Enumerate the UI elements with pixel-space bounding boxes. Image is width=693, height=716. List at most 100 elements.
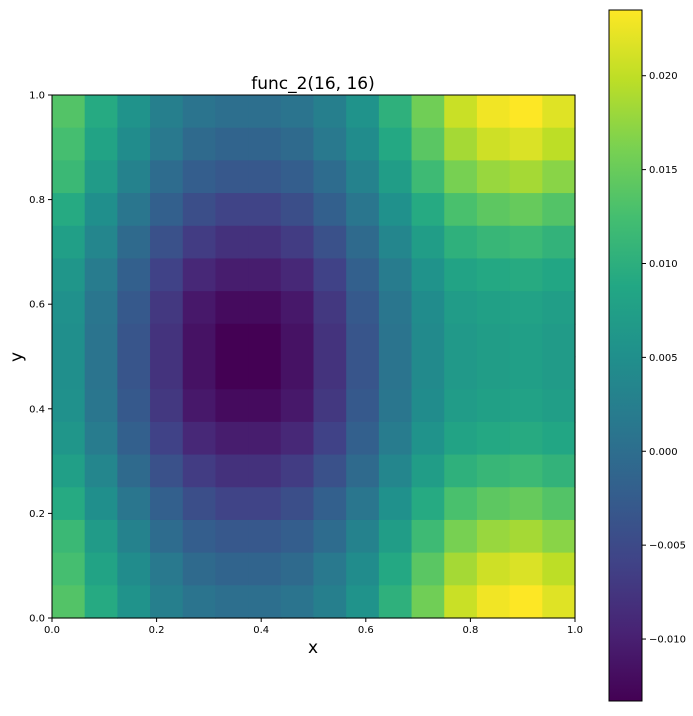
heatmap-cell xyxy=(509,160,543,194)
heatmap-cell xyxy=(444,160,478,194)
heatmap-cell xyxy=(52,225,86,260)
heatmap-cell xyxy=(150,487,184,521)
heatmap-cell xyxy=(150,258,184,292)
heatmap-cell xyxy=(84,323,118,358)
heatmap-cell xyxy=(52,421,86,456)
heatmap-cell xyxy=(542,519,576,554)
heatmap-cell xyxy=(509,552,543,586)
heatmap-cell xyxy=(84,127,118,161)
heatmap-cell xyxy=(346,193,380,227)
heatmap-cell xyxy=(215,95,249,129)
heatmap-cell xyxy=(117,160,151,194)
heatmap-cell xyxy=(215,585,249,619)
chart-title: func_2(16, 16) xyxy=(251,74,375,94)
heatmap-cell xyxy=(117,323,151,358)
heatmap-cell xyxy=(280,225,315,260)
heatmap-cell xyxy=(542,127,576,161)
heatmap-cell xyxy=(248,519,282,554)
heatmap-cell xyxy=(182,291,217,325)
heatmap-cell xyxy=(542,421,576,456)
heatmap-cell xyxy=(346,585,380,619)
heatmap-cell xyxy=(150,193,184,227)
heatmap-cell xyxy=(215,160,249,194)
heatmap-cell xyxy=(280,519,315,554)
heatmap-cell xyxy=(150,519,184,554)
heatmap-cell xyxy=(542,487,576,521)
heatmap-cell xyxy=(84,160,118,194)
heatmap-cell xyxy=(411,160,445,194)
heatmap-cell xyxy=(346,95,380,129)
heatmap-cell xyxy=(313,127,347,161)
heatmap-cell xyxy=(313,258,347,292)
heatmap-cell xyxy=(84,454,118,488)
heatmap-cell xyxy=(444,585,478,619)
colorbar-tick-label: 0.005 xyxy=(649,353,678,364)
heatmap-cell xyxy=(378,454,413,488)
heatmap-cell xyxy=(509,585,543,619)
heatmap-cell xyxy=(509,323,543,358)
heatmap-cell xyxy=(378,193,413,227)
heatmap-cell xyxy=(444,127,478,161)
heatmap-cell xyxy=(346,454,380,488)
x-tick-label: 0.4 xyxy=(253,625,269,636)
heatmap-cell xyxy=(476,291,511,325)
heatmap-cell xyxy=(215,291,249,325)
heatmap-cell xyxy=(444,389,478,423)
heatmap-cell xyxy=(509,454,543,488)
heatmap-cell xyxy=(411,323,445,358)
heatmap-cell xyxy=(215,552,249,586)
heatmap-cell xyxy=(313,519,347,554)
heatmap-cell xyxy=(215,193,249,227)
heatmap-cell xyxy=(150,225,184,260)
heatmap-cell xyxy=(542,225,576,260)
heatmap-cell xyxy=(117,356,151,390)
heatmap-cell xyxy=(248,193,282,227)
heatmap-cell xyxy=(542,356,576,390)
heatmap-cell xyxy=(346,225,380,260)
heatmap-cell xyxy=(182,487,217,521)
y-tick-label: 0.8 xyxy=(29,195,45,206)
heatmap-cell xyxy=(476,258,511,292)
heatmap-cell xyxy=(150,95,184,129)
heatmap-cell xyxy=(411,519,445,554)
heatmap-cell xyxy=(280,160,315,194)
heatmap-cell xyxy=(182,519,217,554)
heatmap-cell xyxy=(215,356,249,390)
colorbar-tick-label: −0.010 xyxy=(649,635,686,646)
heatmap-cell xyxy=(215,323,249,358)
heatmap-cell xyxy=(378,225,413,260)
heatmap-cell xyxy=(84,487,118,521)
heatmap-cell xyxy=(444,487,478,521)
heatmap-cell xyxy=(378,552,413,586)
heatmap-cell xyxy=(117,258,151,292)
heatmap-cell xyxy=(313,389,347,423)
heatmap-cell xyxy=(150,389,184,423)
heatmap-cell xyxy=(182,323,217,358)
heatmap-cell xyxy=(346,160,380,194)
heatmap-cell xyxy=(84,585,118,619)
heatmap-cell xyxy=(378,356,413,390)
heatmap-cell xyxy=(84,193,118,227)
heatmap-cell xyxy=(52,552,86,586)
heatmap-cell xyxy=(248,127,282,161)
heatmap-cell xyxy=(313,291,347,325)
heatmap-cell xyxy=(150,356,184,390)
heatmap-cell xyxy=(215,225,249,260)
heatmap-cell xyxy=(313,323,347,358)
heatmap-cell xyxy=(182,225,217,260)
heatmap-cell xyxy=(378,421,413,456)
heatmap-cell xyxy=(52,95,86,129)
heatmap-cell xyxy=(248,356,282,390)
heatmap-cell xyxy=(280,127,315,161)
x-tick-label: 0.0 xyxy=(44,625,60,636)
y-tick-label: 0.2 xyxy=(29,509,45,520)
heatmap-cell xyxy=(476,389,511,423)
heatmap-cell xyxy=(280,389,315,423)
heatmap-cell xyxy=(280,585,315,619)
heatmap-cell xyxy=(444,225,478,260)
heatmap-cell xyxy=(346,258,380,292)
heatmap-cell xyxy=(117,389,151,423)
heatmap-cell xyxy=(346,127,380,161)
x-axis-label: x xyxy=(308,638,318,658)
